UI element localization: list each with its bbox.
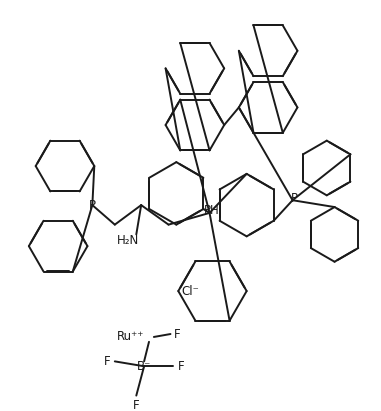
Text: H₂N: H₂N (116, 234, 139, 247)
Text: B⁻: B⁻ (137, 360, 151, 373)
Text: F: F (174, 328, 181, 341)
Text: F: F (104, 355, 110, 368)
Text: P: P (89, 199, 96, 212)
Text: Cl⁻: Cl⁻ (181, 284, 199, 298)
Text: PH: PH (203, 204, 219, 217)
Text: Ru⁺⁺: Ru⁺⁺ (117, 330, 144, 344)
Text: F: F (133, 399, 139, 411)
Text: F: F (178, 360, 184, 373)
Text: P: P (291, 192, 298, 205)
